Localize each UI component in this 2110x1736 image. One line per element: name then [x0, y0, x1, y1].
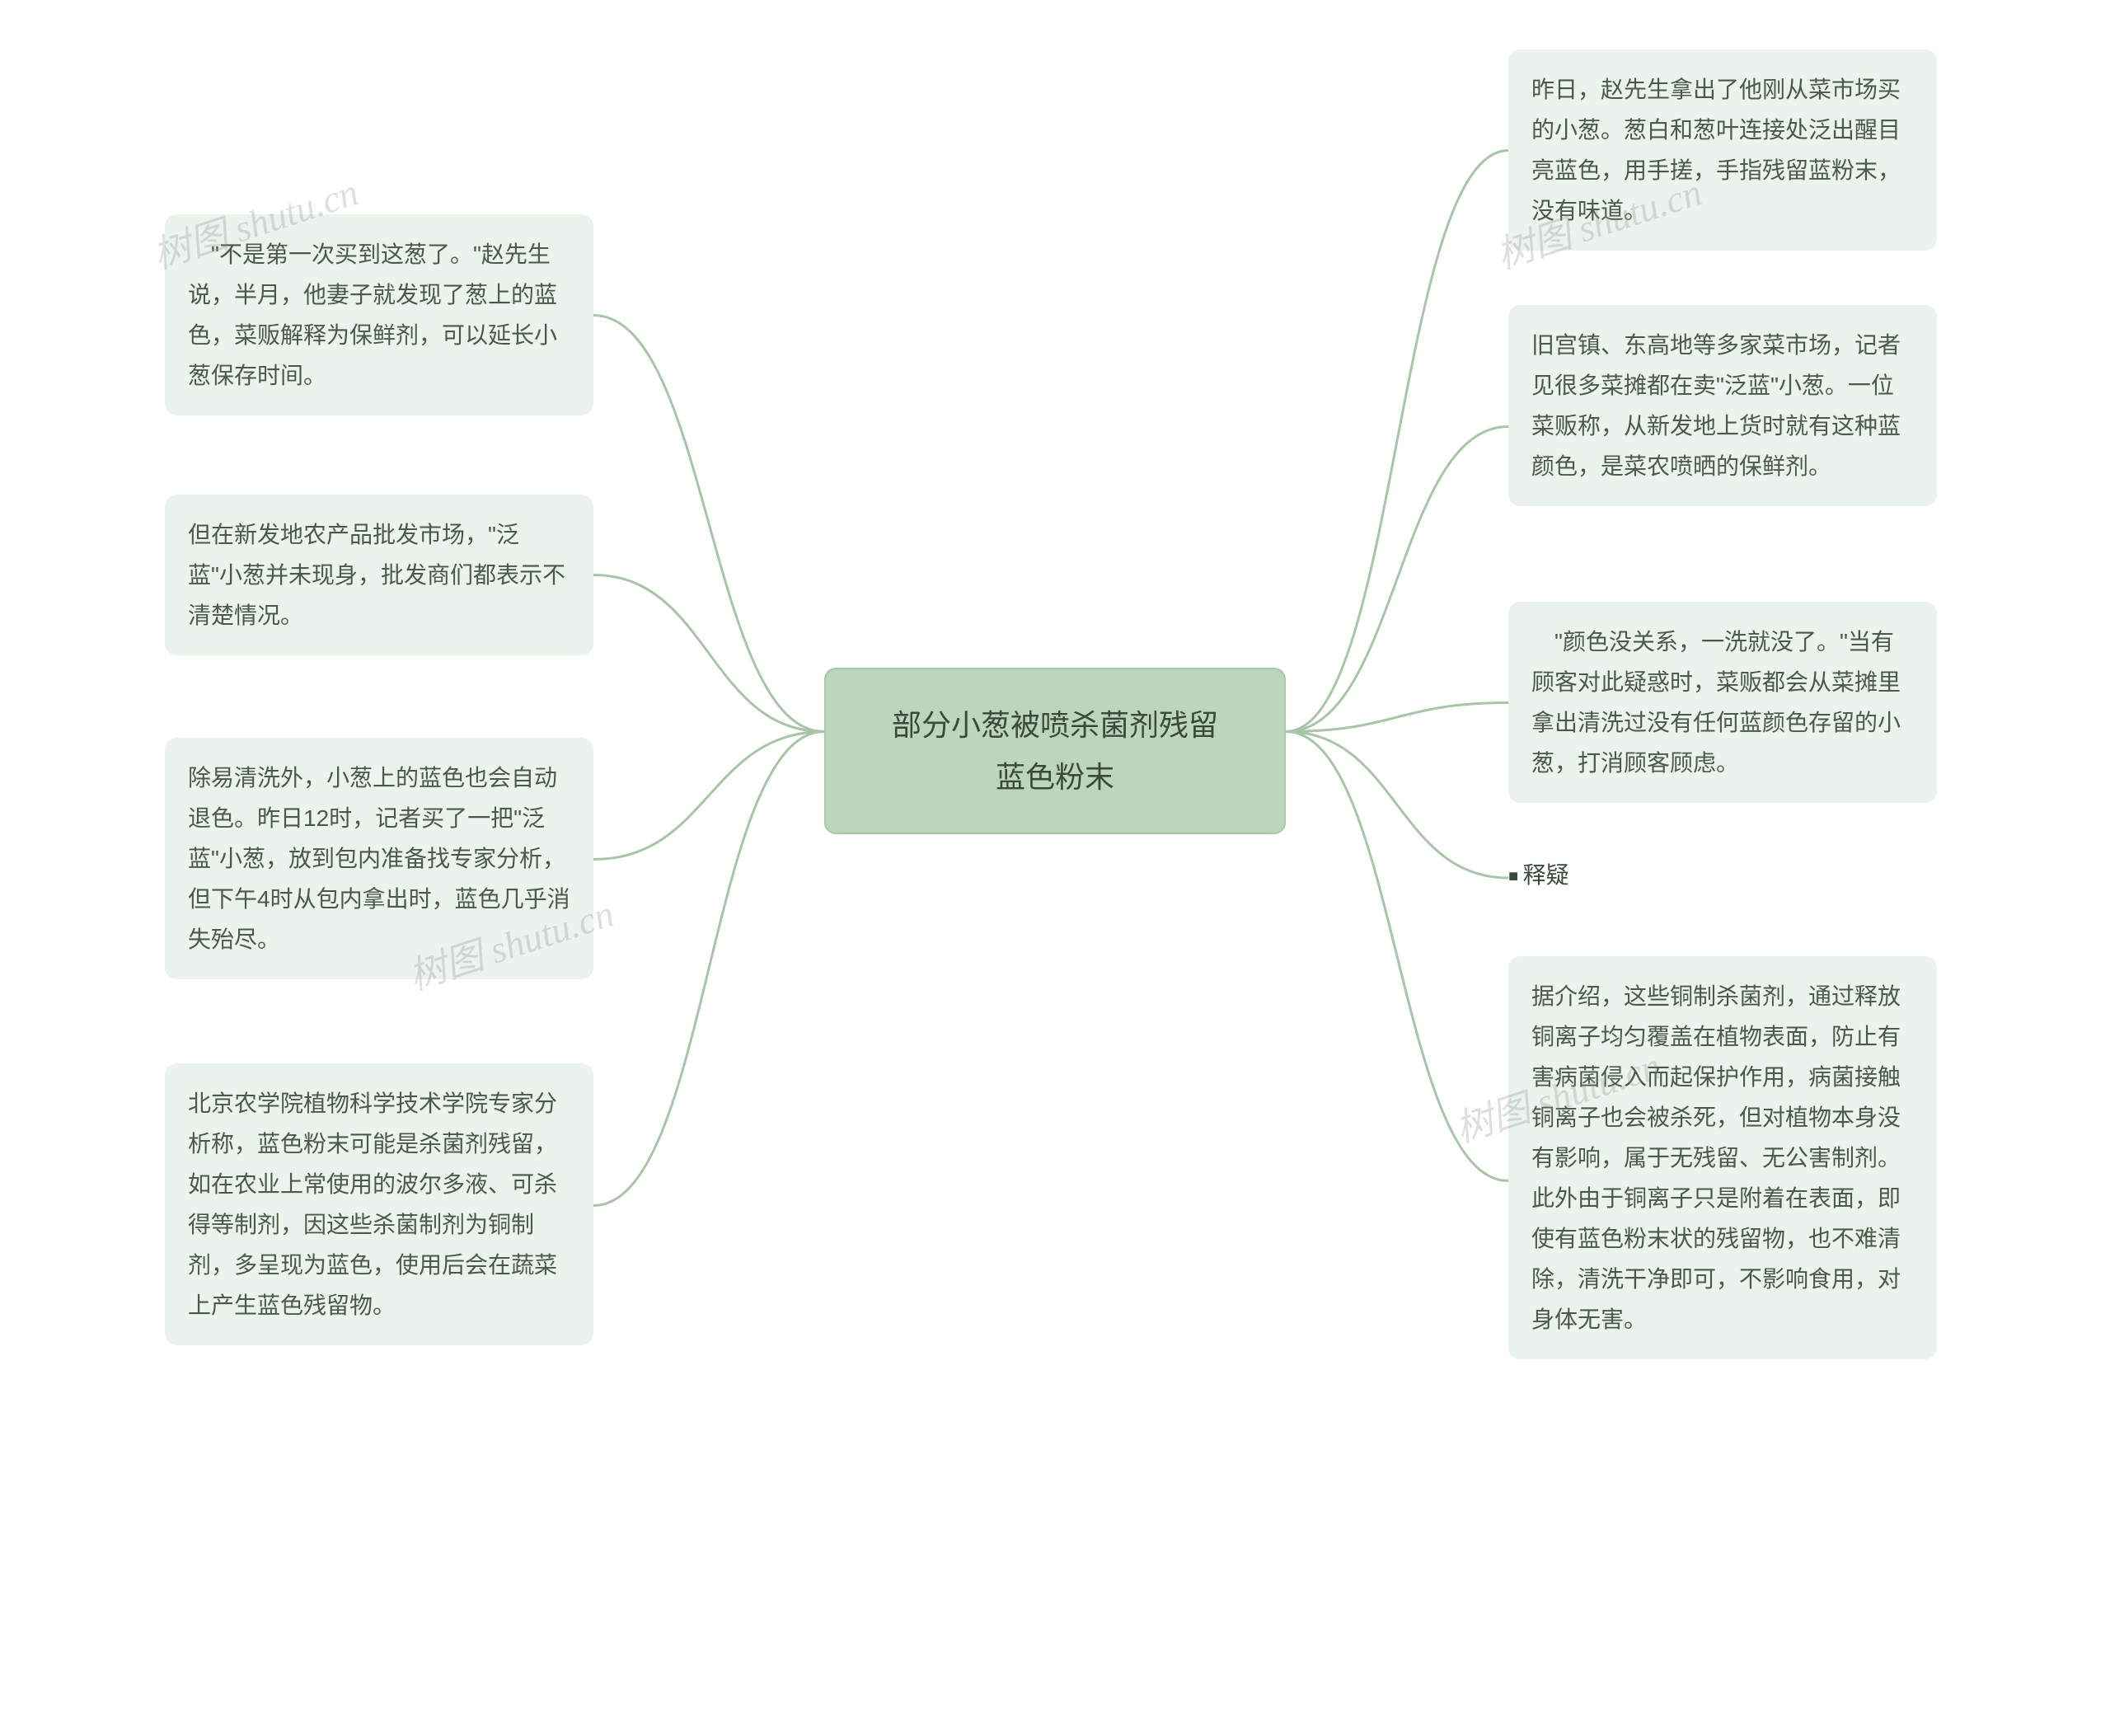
center-line1: 部分小葱被喷杀菌剂残留: [859, 699, 1251, 751]
left-node-3: 北京农学院植物科学技术学院专家分析称，蓝色粉末可能是杀菌剂残留，如在农业上常使用…: [165, 1063, 593, 1345]
right-subtopic: 释疑: [1508, 857, 1569, 890]
left-text-0: "不是第一次买到这葱了。"赵先生说，半月，他妻子就发现了葱上的蓝色，菜贩解释为保…: [188, 242, 557, 388]
left-text-1: 但在新发地农产品批发市场，"泛蓝"小葱并未现身，批发商们都表示不清楚情况。: [188, 522, 565, 628]
right-text-2: "颜色没关系，一洗就没了。"当有顾客对此疑惑时，菜贩都会从菜摊里拿出清洗过没有任…: [1531, 629, 1901, 776]
left-text-3: 北京农学院植物科学技术学院专家分析称，蓝色粉末可能是杀菌剂残留，如在农业上常使用…: [188, 1091, 557, 1318]
left-node-1: 但在新发地农产品批发市场，"泛蓝"小葱并未现身，批发商们都表示不清楚情况。: [165, 495, 593, 655]
right-node-4: 据介绍，这些铜制杀菌剂，通过释放铜离子均匀覆盖在植物表面，防止有害病菌侵入而起保…: [1508, 956, 1937, 1359]
center-line2: 蓝色粉末: [859, 751, 1251, 803]
right-text-4: 据介绍，这些铜制杀菌剂，通过释放铜离子均匀覆盖在植物表面，防止有害病菌侵入而起保…: [1531, 983, 1901, 1332]
right-node-2: "颜色没关系，一洗就没了。"当有顾客对此疑惑时，菜贩都会从菜摊里拿出清洗过没有任…: [1508, 602, 1937, 803]
right-node-1: 旧宫镇、东高地等多家菜市场，记者见很多菜摊都在卖"泛蓝"小葱。一位菜贩称，从新发…: [1508, 305, 1937, 506]
center-topic: 部分小葱被喷杀菌剂残留 蓝色粉末: [824, 668, 1286, 834]
right-text-1: 旧宫镇、东高地等多家菜市场，记者见很多菜摊都在卖"泛蓝"小葱。一位菜贩称，从新发…: [1531, 332, 1901, 479]
right-text-3: 释疑: [1523, 862, 1569, 888]
